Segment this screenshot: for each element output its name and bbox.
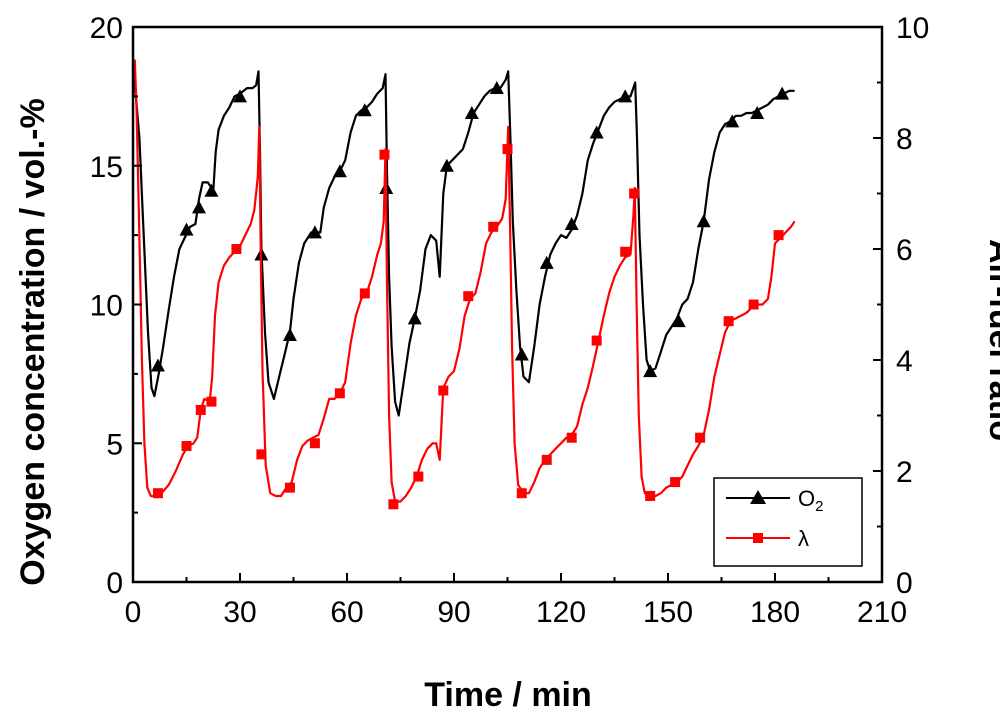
legend-box [713, 477, 863, 567]
y-left-tick-label: 10 [90, 290, 123, 323]
lambda-marker-point [516, 488, 527, 499]
y-left-tick-label: 5 [106, 428, 123, 461]
lambda-marker-point [591, 335, 602, 346]
o2-marker-point [307, 225, 322, 239]
lambda-marker-point [195, 404, 206, 415]
lambda-marker-point [152, 488, 163, 499]
y-axis-right-title: Air-fuel ratio [982, 239, 1000, 441]
y-right-tick-label: 2 [896, 456, 913, 489]
lambda-marker-point [359, 288, 370, 299]
lambda-marker-point [379, 149, 390, 160]
lambda-marker-point [309, 438, 320, 449]
lambda-marker-point [438, 385, 449, 396]
o2-marker-point [750, 106, 765, 120]
o2-marker-point [407, 311, 422, 325]
o2-marker-point [332, 164, 347, 178]
lambda-marker-point [206, 396, 217, 407]
o2-marker-point [671, 314, 686, 328]
series-layer [131, 59, 796, 510]
lambda-marker-point [488, 221, 499, 232]
o2-marker-point [775, 86, 790, 100]
lambda-marker-point [231, 244, 242, 254]
o2-marker-point [191, 200, 206, 214]
lambda-marker-point [541, 454, 552, 465]
lambda-marker-point [502, 144, 513, 155]
x-axis-title: Time / min [424, 676, 592, 714]
o2-marker-point [204, 183, 219, 197]
y-right-tick-label: 6 [896, 234, 913, 267]
x-tick-label: 60 [330, 596, 363, 629]
legend-o2-triangle-icon [750, 490, 766, 504]
o2-marker-point [539, 255, 554, 269]
o2-marker-point [357, 103, 372, 117]
y-axis-left-title: Oxygen concentration / vol.-% [14, 98, 52, 585]
legend-o2-label: O2 [798, 486, 823, 515]
o2-marker-point [150, 358, 165, 372]
x-tick-label: 180 [750, 596, 800, 629]
y-right-tick-label: 0 [896, 567, 913, 600]
o2-marker-point [439, 158, 454, 172]
lambda-marker-point [256, 449, 267, 460]
y-left-tick-label: 0 [106, 567, 123, 600]
legend: O2 λ [713, 477, 863, 567]
x-tick-label: 30 [223, 596, 256, 629]
o2-marker-point [696, 214, 711, 228]
o2-marker-point [725, 114, 740, 128]
lambda-marker-point [334, 388, 345, 399]
o2-marker-point [589, 125, 604, 139]
lambda-marker-point [748, 299, 759, 310]
x-tick-label: 120 [536, 596, 586, 629]
o2-marker-point [618, 89, 633, 103]
lambda-marker-point [181, 441, 192, 452]
o2-marker-point [643, 364, 658, 378]
lambda-marker-point [723, 316, 734, 327]
y-left-tick-label: 15 [90, 151, 123, 184]
y-right-tick-label: 4 [896, 345, 913, 378]
lambda-marker-point [463, 291, 474, 302]
y-left-tick-label: 20 [90, 12, 123, 45]
o2-marker-point [233, 89, 247, 103]
x-tick-label: 90 [437, 596, 470, 629]
o2-marker-point [464, 106, 479, 120]
legend-lambda-label: λ [798, 526, 809, 551]
legend-lambda-square-icon [753, 533, 763, 543]
x-tick-label: 0 [125, 596, 142, 629]
o2-marker-point [489, 81, 504, 95]
y-right-tick-label: 8 [896, 123, 913, 156]
lambda-marker-point [388, 499, 399, 510]
lambda-marker-point [670, 477, 681, 488]
lambda-marker-point [645, 490, 656, 501]
lambda-marker-point [773, 230, 784, 241]
x-tick-label: 210 [857, 596, 907, 629]
o2-marker-point [564, 217, 579, 231]
lambda-marker-point [566, 432, 577, 443]
x-tick-label: 150 [643, 596, 693, 629]
o2-marker-point [282, 328, 297, 342]
y-right-tick-label: 10 [896, 12, 929, 45]
series-line-o2 [131, 70, 795, 417]
o2-marker-point [179, 222, 194, 236]
lambda-marker-point [284, 482, 295, 493]
lambda-marker-point [413, 471, 424, 482]
o2-marker-point [514, 347, 529, 361]
lambda-marker-point [620, 246, 631, 257]
lambda-marker-point [629, 188, 640, 199]
lambda-marker-point [695, 432, 706, 443]
